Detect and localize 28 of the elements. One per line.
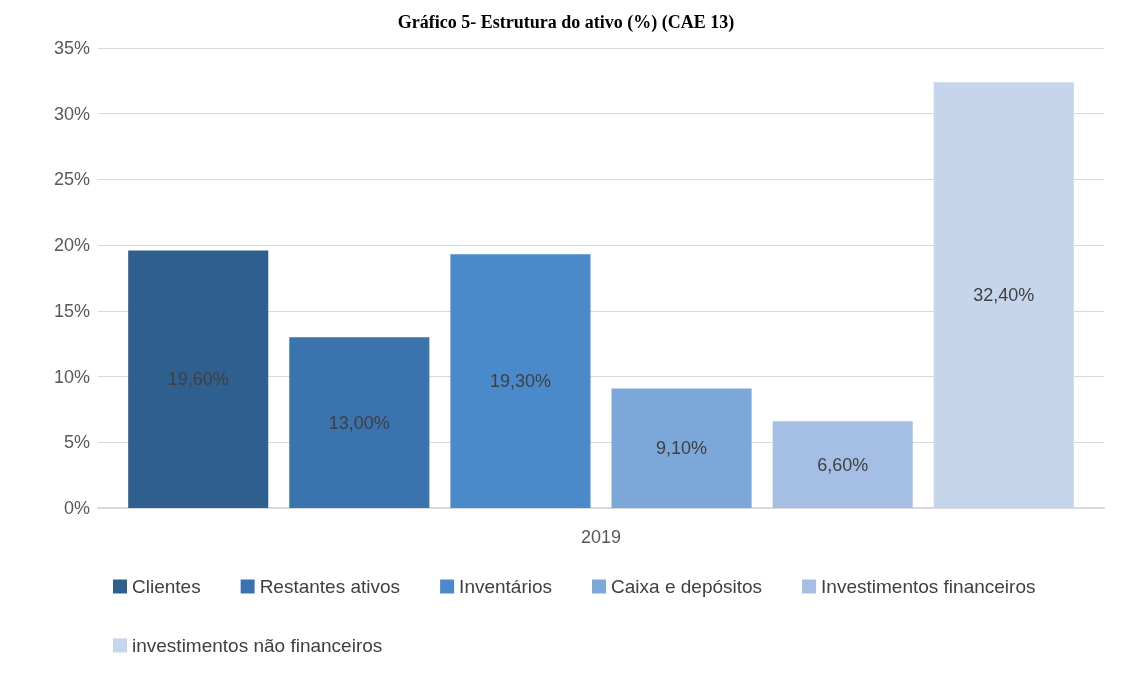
legend-label: Clientes [132,576,201,597]
bar [450,254,591,508]
y-tick-label: 20% [53,235,90,256]
bar [611,388,752,508]
y-tick-label: 30% [53,103,90,124]
bar [128,250,269,508]
x-tick-label: 2019 [580,527,622,547]
data-label: 9,10% [656,438,708,459]
bar [933,82,1074,508]
data-label: 19,60% [167,369,229,390]
bar [289,337,430,508]
y-tick-label: 0% [63,498,90,518]
legend-label: Caixa e depósitos [611,576,763,597]
y-tick-label: 5% [63,432,90,453]
data-label: 6,60% [817,454,869,475]
data-label: 19,30% [489,371,551,392]
y-tick-label: 35% [53,38,90,58]
legend-label: Inventários [459,576,553,597]
y-tick-label: 10% [53,366,90,387]
chart-title: Gráfico 5- Estrutura do ativo (%) (CAE 13) [397,12,735,33]
data-label: 13,00% [328,412,390,433]
legend-label: Restantes ativos [259,576,401,597]
data-label: 32,40% [973,285,1035,306]
bar [772,421,913,508]
y-tick-label: 15% [53,300,90,321]
y-tick-label: 25% [53,169,90,190]
legend-label: investimentos não financeiros [132,635,383,656]
legend-label: Investimentos financeiros [821,576,1036,597]
